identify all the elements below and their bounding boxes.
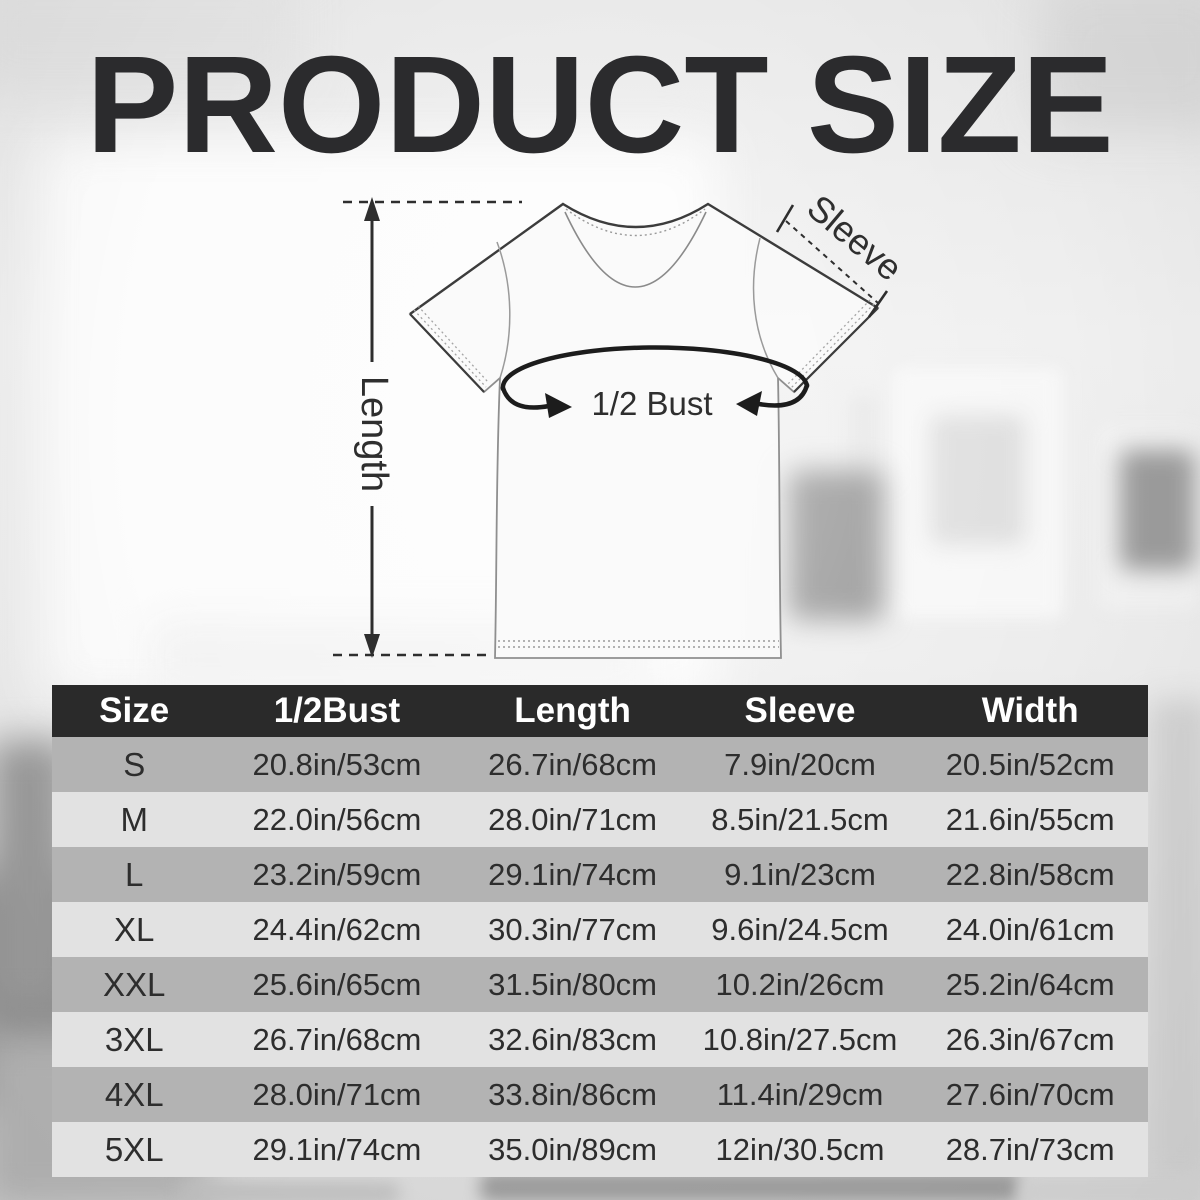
cell-bust: 23.2in/59cm [252,856,422,892]
column-header: Sleeve [744,691,856,730]
column-header: Length [514,691,631,730]
cell-length: 26.7in/68cm [488,746,658,782]
column-header: Size [99,691,170,730]
bust-label: 1/2 Bust [591,385,712,422]
cell-sleeve: 8.5in/21.5cm [711,801,889,837]
cell-length: 32.6in/83cm [488,1021,658,1057]
bust-arrowhead-right [736,391,762,416]
bust-arrow-tail-right [756,382,810,408]
cell-bust: 22.0in/56cm [252,801,422,837]
cell-size: 4XL [104,1075,164,1113]
page-title: PRODUCT SIZE [86,28,1114,182]
cell-width: 26.3in/67cm [945,1021,1115,1057]
cell-width: 27.6in/70cm [945,1076,1115,1112]
cell-length: 31.5in/80cm [488,966,658,1002]
cell-width: 22.8in/58cm [945,856,1115,892]
foreground-object-blur [1020,1178,1200,1200]
size-table-header: Size 1/2Bust Length Sleeve Width [52,685,1148,737]
cell-length: 29.1in/74cm [488,856,658,892]
cell-size: S [123,745,146,783]
cell-bust: 26.7in/68cm [252,1021,422,1057]
cell-width: 20.5in/52cm [945,746,1115,782]
frame-artwork-blur [1120,450,1195,570]
cell-size: XL [114,910,155,948]
decor-object-blur [788,470,883,620]
length-arrowhead-up [364,197,380,221]
table-row: L 23.2in/59cm 29.1in/74cm 9.1in/23cm 22.8in/… [52,847,1148,902]
cell-length: 28.0in/71cm [488,801,658,837]
cell-sleeve: 9.6in/24.5cm [711,911,889,947]
table-row: S 20.8in/53cm 26.7in/68cm 7.9in/20cm 20.5in/… [52,737,1148,792]
collar-stitch-line [565,208,706,237]
column-header: 1/2Bust [273,691,401,730]
cell-sleeve: 10.8in/27.5cm [702,1021,898,1057]
table-row: XXL 25.6in/65cm 31.5in/80cm 10.2in/26cm 25.2… [52,957,1148,1012]
size-table-body: S 20.8in/53cm 26.7in/68cm 7.9in/20cm 20.5in/… [52,737,1148,1177]
bust-arrow-tail-left [500,385,552,410]
cell-bust: 24.4in/62cm [252,911,422,947]
cell-length: 35.0in/89cm [488,1131,658,1167]
cell-sleeve: 10.2in/26cm [715,966,885,1002]
table-row: M 22.0in/56cm 28.0in/71cm 8.5in/21.5cm 21.6i… [52,792,1148,847]
cell-size: M [120,800,148,838]
cell-size: XXL [103,965,166,1003]
armhole-seam-left [496,241,511,379]
cell-length: 30.3in/77cm [488,911,658,947]
wall-shadow-blur [1040,0,1200,130]
table-row: 5XL 29.1in/74cm 35.0in/89cm 12in/30.5cm 28.7… [52,1122,1148,1177]
tshirt-shoulder-line [409,202,879,315]
table-row: XL 24.4in/62cm 30.3in/77cm 9.6in/24.5cm 24.0… [52,902,1148,957]
cell-length: 33.8in/86cm [488,1076,658,1112]
cell-bust: 25.6in/65cm [252,966,422,1002]
cell-width: 28.7in/73cm [945,1131,1115,1167]
wall-shadow-blur [1150,700,1200,1180]
cell-size: L [125,855,144,893]
tshirt-cuff-line [409,307,879,393]
cell-width: 24.0in/61cm [945,911,1115,947]
frame-artwork-blur [930,415,1025,545]
sleeve-tick-marks [775,204,889,318]
cell-sleeve: 11.4in/29cm [716,1076,884,1112]
ceiling-blur [0,0,300,90]
bust-arrowhead-left [545,393,572,418]
length-label: Length [353,376,395,492]
cell-size: 3XL [104,1020,164,1058]
length-arrowhead-down [364,634,380,658]
collar-bottom-curve [564,211,707,288]
cell-sleeve: 12in/30.5cm [715,1131,885,1167]
cell-size: 5XL [104,1130,164,1168]
cuff-stitching-left [413,305,489,388]
column-header: Width [981,691,1079,730]
hem-stitching [498,640,779,648]
bust-arc [500,345,810,392]
cell-width: 21.6in/55cm [945,801,1115,837]
foreground-object-blur [180,1182,400,1200]
sleeve-dashed-line [785,220,879,304]
tshirt-outline [408,202,880,659]
table-row: 3XL 26.7in/68cm 32.6in/83cm 10.8in/27.5cm 26… [52,1012,1148,1067]
cell-bust: 20.8in/53cm [252,746,422,782]
cell-width: 25.2in/64cm [945,966,1115,1002]
cell-bust: 29.1in/74cm [252,1131,422,1167]
length-extent-dashes [333,200,522,657]
cell-sleeve: 7.9in/20cm [724,746,876,782]
tshirt-measurement-diagram: Length Sleeve 1/2 Bust [333,187,910,659]
size-table: Size 1/2Bust Length Sleeve Width S 20.8in/53c… [52,685,1148,1177]
table-row: 4XL 28.0in/71cm 33.8in/86cm 11.4in/29cm 27.6… [52,1067,1148,1122]
cell-bust: 28.0in/71cm [252,1076,422,1112]
cell-sleeve: 9.1in/23cm [724,856,876,892]
